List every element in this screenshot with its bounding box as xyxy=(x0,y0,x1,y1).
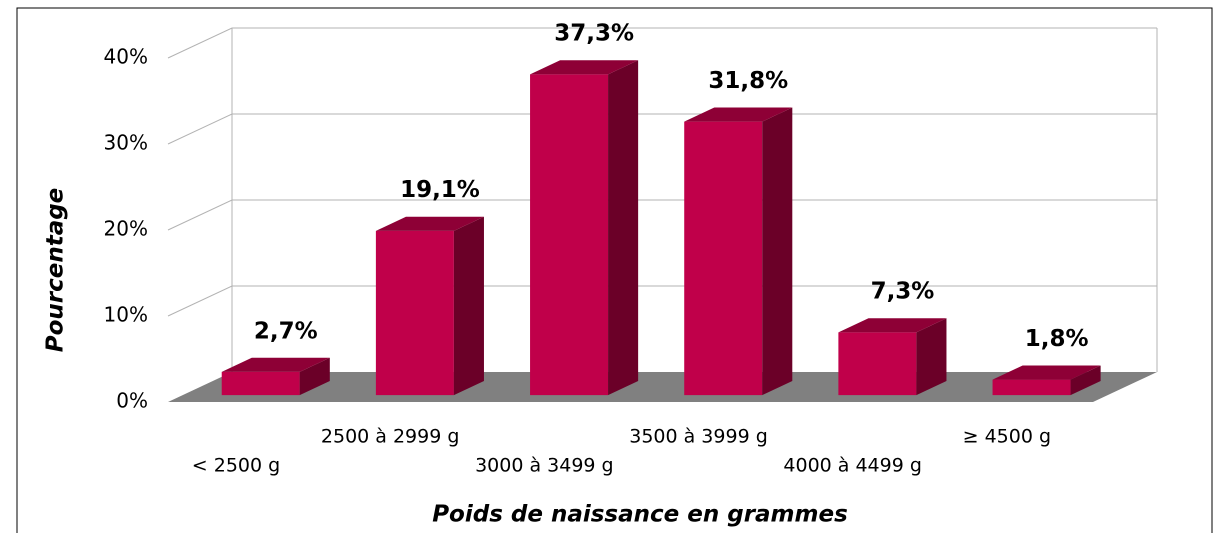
x-tick-label: 3000 à 3499 g xyxy=(475,455,614,477)
grid-line xyxy=(167,199,1157,231)
y-tick-label: 40% xyxy=(104,45,148,69)
grid-line xyxy=(167,27,1157,59)
value-label: 1,8% xyxy=(1025,326,1089,352)
value-label: 37,3% xyxy=(554,21,634,47)
bar-front xyxy=(992,379,1071,396)
bar-top xyxy=(530,60,639,75)
x-tick-label: ≥ 4500 g xyxy=(963,426,1051,448)
x-tick-label: 4000 à 4499 g xyxy=(783,455,922,477)
value-label: 19,1% xyxy=(400,177,480,203)
bar-front xyxy=(221,371,300,396)
grid-line xyxy=(167,285,1157,317)
bar-front xyxy=(530,74,609,396)
y-tick-label: 0% xyxy=(116,389,148,413)
bar-front xyxy=(375,230,454,396)
bar-side xyxy=(299,357,330,396)
bar-side xyxy=(608,60,639,396)
x-tick-label: 2500 à 2999 g xyxy=(321,426,460,448)
x-tick-label: 3500 à 3999 g xyxy=(629,426,768,448)
bar-top xyxy=(221,357,330,372)
y-tick-label: 20% xyxy=(104,217,148,241)
value-label: 7,3% xyxy=(871,279,935,305)
bar-side xyxy=(916,318,947,396)
bar-side xyxy=(453,216,484,396)
bar-top xyxy=(992,365,1101,380)
y-axis-title: Pourcentage xyxy=(43,188,69,353)
bar-top xyxy=(375,216,484,231)
value-label: 2,7% xyxy=(254,318,318,344)
bar-top xyxy=(684,107,793,122)
frame xyxy=(16,7,1213,533)
x-tick-label: < 2500 g xyxy=(192,455,280,477)
bar-front xyxy=(684,121,763,396)
bar-top xyxy=(838,318,947,333)
bar-front xyxy=(838,332,917,396)
x-axis-title: Poids de naissance en grammes xyxy=(432,502,848,528)
value-label: 31,8% xyxy=(708,68,788,94)
bar-side xyxy=(1070,365,1101,396)
y-tick-label: 30% xyxy=(104,131,148,155)
y-tick-label: 10% xyxy=(104,303,148,327)
bar-side xyxy=(762,107,793,396)
grid-line xyxy=(167,113,1157,145)
